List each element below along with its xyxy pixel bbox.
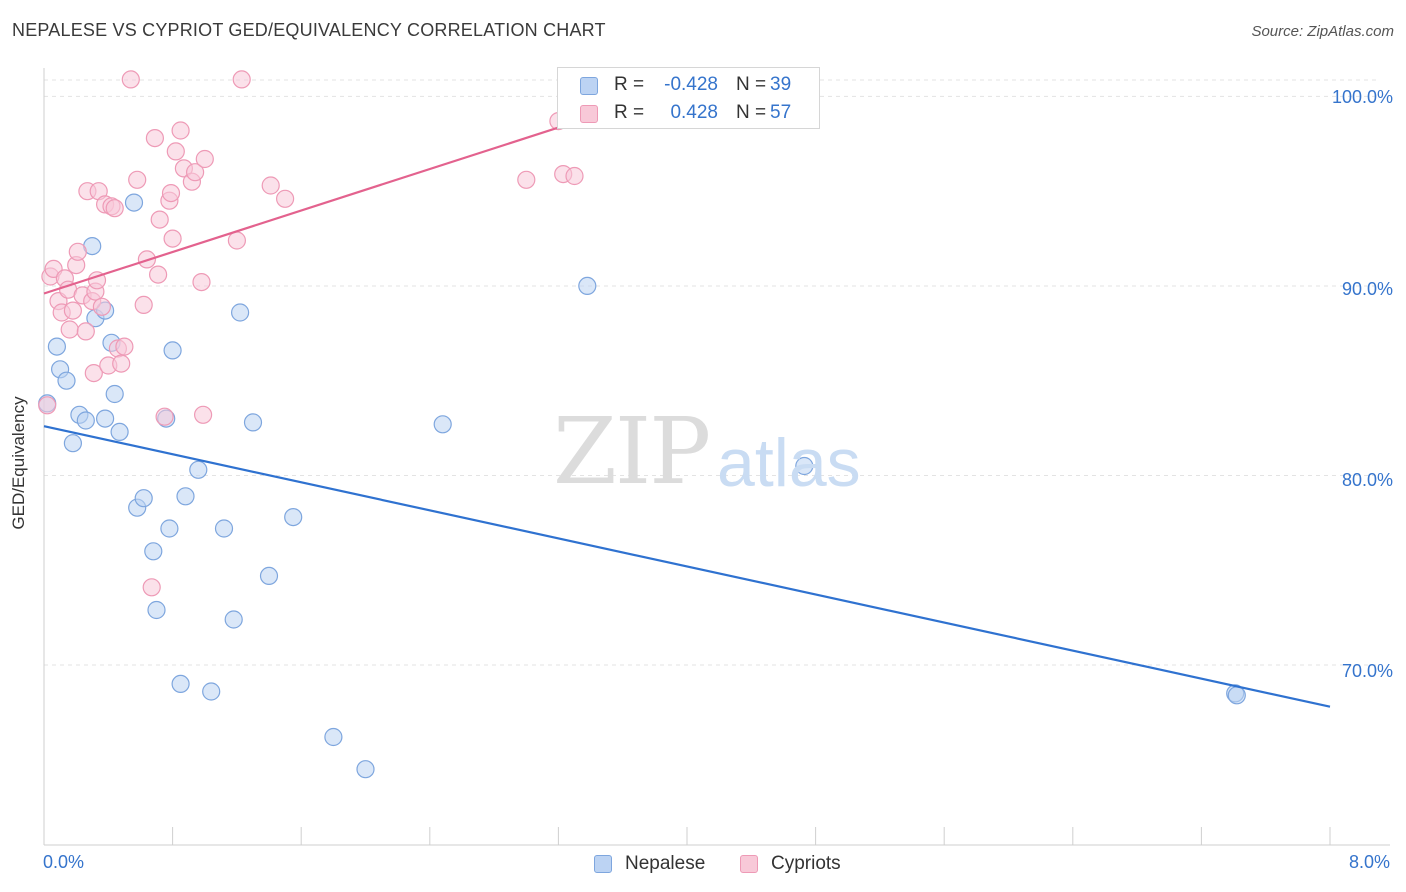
watermark-atlas: atlas — [717, 425, 861, 501]
nepalese-point — [160, 519, 179, 538]
nepalese-point — [433, 415, 452, 434]
cypriots-point — [76, 322, 95, 341]
nepalese-point — [134, 489, 153, 508]
nepalese-point — [176, 487, 195, 506]
cypriots-point — [192, 273, 211, 292]
legend-row-cypriots: R = 0.428 N = 57 — [558, 100, 819, 128]
nepalese-point — [356, 760, 375, 779]
cypriots-point — [145, 129, 164, 148]
cypriots-point — [150, 210, 169, 229]
r-label: R = — [614, 102, 645, 123]
n-value: 39 — [770, 74, 792, 95]
watermark-zip: ZIP — [553, 398, 711, 505]
cypriots-point — [38, 396, 57, 415]
cypriots-legend-icon — [740, 855, 758, 873]
nepalese-point — [144, 542, 163, 561]
nepalese-point — [795, 456, 814, 476]
cypriots-point — [68, 242, 87, 261]
n-label: N = — [736, 74, 767, 95]
cypriots-point — [195, 149, 214, 169]
cypriots-point — [115, 337, 134, 356]
nepalese-point — [214, 519, 234, 538]
cypriots-point — [112, 354, 131, 373]
cypriots-point — [84, 364, 103, 383]
cypriots-point — [166, 142, 185, 161]
y-tick-label: 90.0% — [1341, 279, 1393, 299]
nepalese-point — [224, 610, 243, 629]
r-value: -0.428 — [664, 74, 718, 95]
y-axis-label: GED/Equivalency — [9, 396, 28, 530]
cypriots-point — [194, 405, 213, 424]
r-value: 0.428 — [670, 102, 718, 123]
x-tick-label-max: 8.0% — [1349, 852, 1391, 872]
nepalese-point — [76, 411, 95, 430]
cypriots-point — [92, 297, 112, 316]
nepalese-point — [231, 303, 250, 322]
nepalese-point — [57, 371, 76, 390]
nepalese-point — [163, 341, 182, 360]
cypriots-legend-label: Cypriots — [771, 853, 841, 874]
cypriots-point — [171, 121, 190, 140]
cypriots-point — [565, 166, 584, 186]
cypriots-point — [227, 231, 246, 250]
n-value: 57 — [770, 102, 792, 123]
cypriots-point — [60, 320, 79, 339]
source-credit: Source: ZipAtlas.com — [1251, 23, 1394, 40]
cypriots-point — [63, 301, 83, 320]
cypriots-point — [161, 184, 181, 203]
cypriots-point — [149, 265, 168, 284]
cypriots-point — [517, 170, 536, 189]
cypriots-point — [163, 229, 182, 248]
cypriots-swatch-icon — [580, 105, 598, 123]
nepalese-point — [578, 276, 597, 295]
nepalese-point — [171, 674, 190, 694]
cypriots-point — [121, 70, 140, 89]
nepalese-point — [202, 682, 221, 701]
y-tick-label: 100.0% — [1331, 87, 1393, 107]
cypriots-point — [128, 170, 147, 189]
chart-title: NEPALESE VS CYPRIOT GED/EQUIVALENCY CORR… — [12, 20, 606, 40]
nepalese-point — [147, 600, 166, 620]
nepalese-legend-icon — [594, 855, 612, 873]
nepalese-point — [110, 422, 129, 441]
nepalese-point — [124, 193, 144, 212]
y-tick-label: 80.0% — [1341, 470, 1393, 490]
nepalese-point — [189, 460, 208, 479]
nepalese-point — [1227, 686, 1246, 705]
cypriots-trend-line — [43, 95, 656, 295]
nepalese-trend-line — [43, 425, 1331, 708]
legend-row-nepalese: R = -0.428 N = 39 — [558, 72, 819, 100]
cypriots-point — [261, 176, 280, 195]
cypriots-point — [155, 407, 174, 426]
nepalese-swatch-icon — [580, 77, 598, 95]
nepalese-point — [259, 566, 279, 586]
cypriots-point — [142, 578, 161, 597]
nepalese-point — [324, 727, 343, 747]
nepalese-point — [105, 384, 124, 404]
nepalese-point — [47, 337, 67, 356]
cypriots-point — [134, 295, 153, 314]
nepalese-point — [284, 507, 303, 527]
cypriots-point — [276, 189, 295, 208]
cypriots-point — [105, 199, 124, 218]
y-tick-label: 70.0% — [1341, 661, 1393, 681]
nepalese-point — [243, 413, 263, 432]
nepalese-legend-label: Nepalese — [625, 853, 706, 874]
n-label: N = — [736, 102, 767, 123]
correlation-legend: R = -0.428 N = 39 R = 0.428 N = 57 — [557, 67, 820, 129]
cypriots-point — [186, 163, 205, 182]
nepalese-point — [95, 409, 115, 428]
r-label: R = — [614, 74, 645, 95]
nepalese-point — [63, 434, 83, 453]
cypriots-point — [232, 70, 251, 89]
x-tick-label-min: 0.0% — [43, 852, 85, 872]
